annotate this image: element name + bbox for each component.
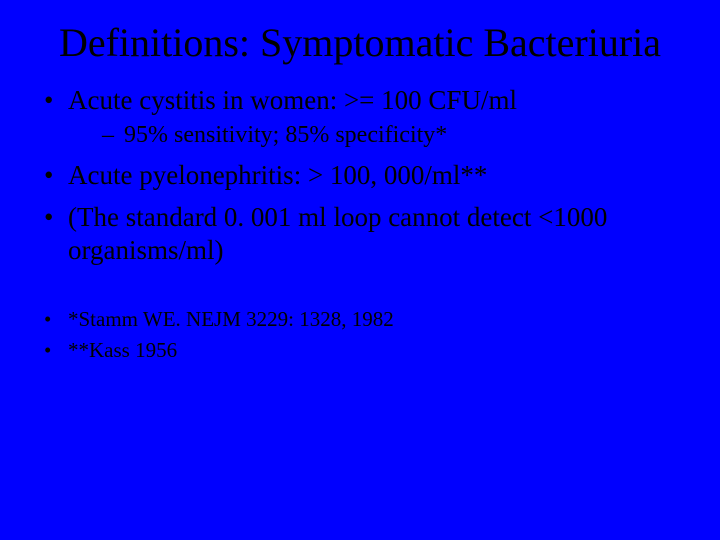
reference-item: *Stamm WE. NEJM 3229: 1328, 1982 [40, 306, 680, 333]
slide: Definitions: Symptomatic Bacteriuria Acu… [0, 0, 720, 540]
slide-title: Definitions: Symptomatic Bacteriuria [40, 20, 680, 66]
bullet-list: Acute cystitis in women: >= 100 CFU/ml 9… [40, 84, 680, 268]
sub-bullet-item: 95% sensitivity; 85% specificity* [102, 120, 680, 151]
reference-list: *Stamm WE. NEJM 3229: 1328, 1982 **Kass … [40, 306, 680, 365]
reference-item: **Kass 1956 [40, 337, 680, 364]
bullet-text: (The standard 0. 001 ml loop cannot dete… [68, 202, 607, 266]
sub-bullet-list: 95% sensitivity; 85% specificity* [68, 120, 680, 151]
bullet-text: Acute cystitis in women: >= 100 CFU/ml [68, 85, 517, 115]
bullet-text: Acute pyelonephritis: > 100, 000/ml** [68, 160, 487, 190]
reference-text: *Stamm WE. NEJM 3229: 1328, 1982 [68, 307, 394, 331]
spacer [40, 276, 680, 306]
bullet-item: (The standard 0. 001 ml loop cannot dete… [40, 201, 680, 269]
bullet-item: Acute pyelonephritis: > 100, 000/ml** [40, 159, 680, 193]
sub-bullet-text: 95% sensitivity; 85% specificity* [124, 122, 447, 148]
bullet-item: Acute cystitis in women: >= 100 CFU/ml 9… [40, 84, 680, 151]
reference-text: **Kass 1956 [68, 338, 177, 362]
